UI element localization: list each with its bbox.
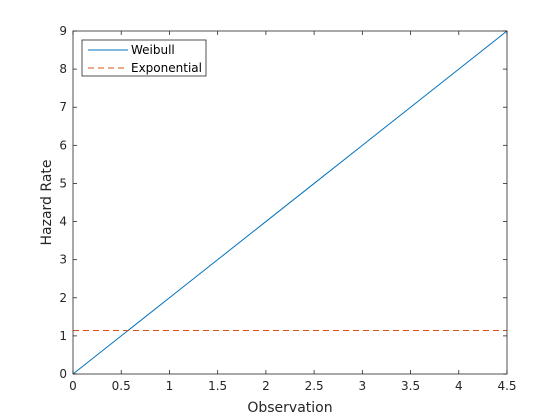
y-tick-label: 9: [59, 24, 67, 38]
series-layer: [72, 30, 508, 375]
legend-label-weibull: Weibull: [131, 43, 175, 57]
x-tick-label: 4.5: [497, 379, 516, 393]
x-axis-label: Observation: [247, 400, 332, 416]
y-tick-label: 8: [59, 62, 67, 76]
x-tick-label: 1: [166, 379, 174, 393]
axes-box: [72, 30, 508, 375]
x-tick-label: 1.5: [208, 379, 227, 393]
legend-label-exponential: Exponential: [131, 61, 202, 75]
series-line-weibull: [72, 30, 508, 375]
y-tick-label: 1: [59, 329, 67, 343]
x-tick-label: 4: [455, 379, 463, 393]
y-tick-label: 0: [59, 367, 67, 381]
y-tick-label: 5: [59, 176, 67, 190]
y-tick-label: 2: [59, 291, 67, 305]
legend: Weibull Exponential: [81, 39, 207, 77]
x-tick-label: 2.5: [305, 379, 324, 393]
y-tick-label: 7: [59, 100, 67, 114]
y-tick-label: 3: [59, 253, 67, 267]
legend-box: [81, 39, 207, 77]
x-tick-label: 0.5: [112, 379, 131, 393]
y-axis-label: Hazard Rate: [39, 160, 55, 246]
x-tick-label: 2: [262, 379, 270, 393]
x-tick-label: 0: [69, 379, 77, 393]
x-tick-label: 3: [359, 379, 367, 393]
y-tick-label: 4: [59, 215, 67, 229]
y-tick-label: 6: [59, 138, 67, 152]
tick-layer: 0 0.5 1 1.5 2 2.5 3 3.5 4 4.5 0 1 2 3 4 5 6 7 8 9: [59, 24, 516, 393]
x-tick-label: 3.5: [401, 379, 420, 393]
